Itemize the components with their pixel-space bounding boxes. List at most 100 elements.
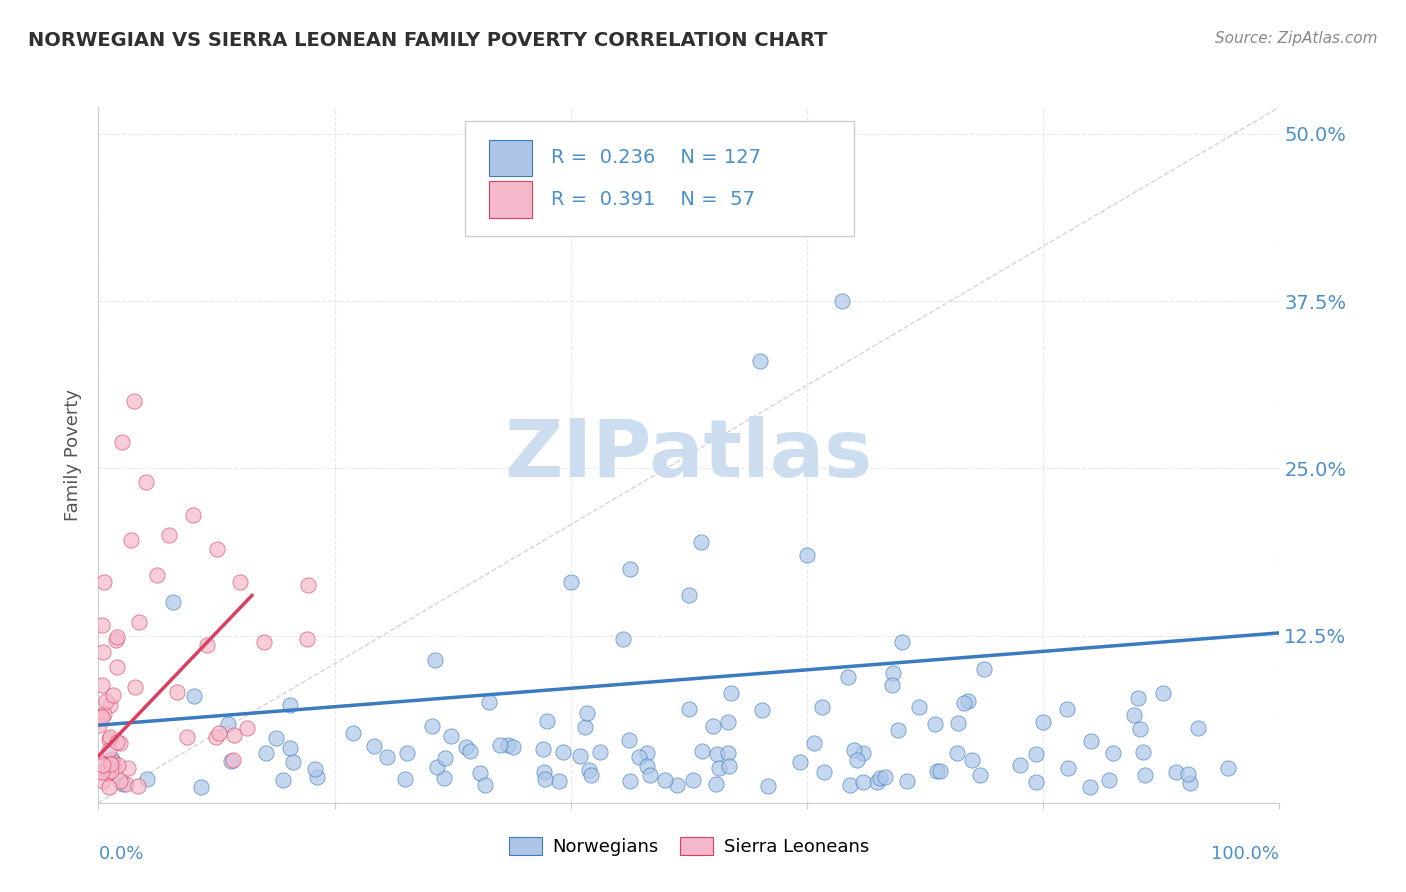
Point: [423, 653, 446, 667]
Point: [195, 639, 218, 653]
Point: [264, 731, 287, 745]
Point: [124, 681, 146, 695]
Point: [307, 770, 329, 784]
Legend: Norwegians, Sierra Leoneans: Norwegians, Sierra Leoneans: [502, 830, 876, 863]
Point: [477, 695, 499, 709]
Point: [295, 632, 318, 647]
Point: [100, 756, 122, 771]
Point: [751, 703, 773, 717]
Point: [105, 734, 128, 748]
Point: [533, 772, 555, 786]
Point: [869, 771, 891, 785]
Text: 0.0%: 0.0%: [98, 845, 143, 863]
Point: [127, 779, 149, 793]
Point: [183, 689, 205, 703]
Point: [612, 632, 634, 647]
Point: [803, 736, 825, 750]
Point: [115, 777, 138, 791]
Point: [488, 739, 510, 753]
Point: [1056, 702, 1078, 716]
Point: [342, 725, 364, 739]
Point: [122, 394, 145, 409]
Point: [882, 666, 904, 681]
Point: [1080, 733, 1102, 747]
Point: [973, 662, 995, 676]
Point: [120, 533, 142, 548]
Point: [1216, 761, 1239, 775]
Point: [474, 778, 496, 792]
Point: [924, 717, 946, 731]
Point: [254, 746, 277, 760]
Point: [908, 699, 931, 714]
Point: [205, 730, 228, 744]
Point: [253, 635, 276, 649]
Point: [470, 765, 492, 780]
Point: [756, 780, 779, 794]
Point: [706, 747, 728, 761]
Point: [578, 763, 600, 777]
Point: [304, 762, 326, 776]
Point: [89, 709, 111, 723]
Point: [761, 201, 783, 215]
Point: [297, 577, 319, 591]
Point: [135, 772, 157, 786]
Point: [619, 562, 641, 576]
Point: [946, 747, 969, 761]
Point: [94, 694, 117, 708]
Point: [420, 718, 443, 732]
Point: [91, 710, 114, 724]
Point: [1098, 772, 1121, 787]
Point: [271, 772, 294, 787]
Point: [1123, 708, 1146, 723]
Point: [969, 768, 991, 782]
Point: [678, 702, 700, 716]
Point: [574, 720, 596, 734]
Point: [110, 736, 132, 750]
Point: [396, 746, 419, 760]
Point: [837, 670, 859, 684]
Point: [896, 773, 918, 788]
Point: [636, 759, 658, 773]
Point: [882, 678, 904, 692]
Point: [496, 739, 519, 753]
Point: [91, 758, 114, 772]
Point: [1129, 722, 1152, 736]
Point: [956, 694, 979, 708]
Point: [107, 758, 129, 772]
Point: [111, 777, 134, 791]
Point: [502, 740, 524, 755]
Point: [811, 700, 834, 714]
Point: [1057, 761, 1080, 775]
Point: [702, 719, 724, 733]
Point: [454, 740, 477, 755]
Point: [838, 778, 860, 792]
Point: [845, 753, 868, 767]
Point: [678, 589, 700, 603]
Point: [236, 721, 259, 735]
Point: [205, 541, 228, 556]
Point: [1132, 745, 1154, 759]
Point: [222, 753, 245, 767]
Point: [1025, 774, 1047, 789]
Point: [157, 528, 180, 542]
FancyBboxPatch shape: [489, 140, 531, 176]
Point: [100, 756, 122, 770]
Point: [135, 475, 157, 489]
Point: [887, 723, 910, 738]
Point: [98, 743, 121, 757]
Point: [813, 764, 835, 779]
Point: [278, 740, 301, 755]
Point: [190, 780, 212, 795]
Point: [105, 631, 128, 645]
Point: [93, 575, 115, 590]
Point: [568, 749, 591, 764]
Point: [665, 778, 688, 792]
Point: [852, 746, 875, 760]
Point: [1180, 775, 1202, 789]
Point: [433, 750, 456, 764]
Point: [1164, 765, 1187, 780]
Point: [1126, 690, 1149, 705]
Point: [638, 768, 661, 782]
Point: [128, 615, 150, 629]
Point: [617, 733, 640, 747]
